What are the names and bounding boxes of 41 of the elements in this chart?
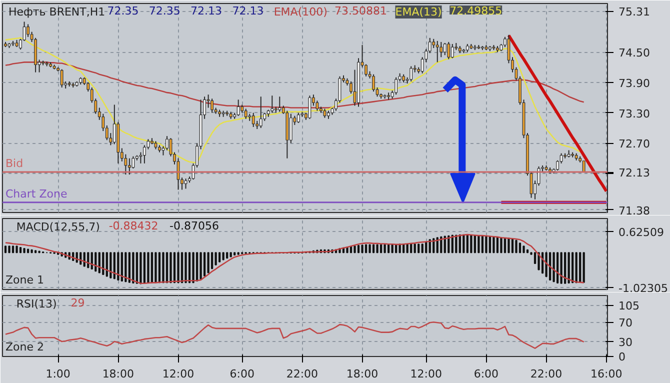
annotation: 73.50881: [334, 4, 388, 18]
y-tick-label: 105: [618, 300, 640, 313]
annotation: -0.87056: [170, 220, 219, 232]
x-tick-label: 22:00: [286, 368, 318, 380]
annotation: 72.35: [107, 4, 139, 18]
y-tick-label: 71.38: [618, 204, 650, 218]
text: Zone 1: [5, 274, 44, 286]
y-tick-label: 75.31: [618, 6, 650, 19]
x-tick-label: 6:00: [474, 368, 499, 380]
x-tick-label: 18:00: [102, 368, 134, 380]
y-tick-label: 72.13: [618, 166, 650, 180]
annotation: 72.35: [148, 4, 180, 18]
y-tick-label: 73.30: [618, 107, 650, 120]
y-tick-label: 72.70: [618, 138, 650, 151]
x-tick-label: 1:00: [46, 368, 70, 380]
x-tick-label: 12:00: [410, 368, 442, 380]
chart-title: Нефть BRENT,H1: [8, 6, 106, 18]
chart-title: MACD(12,55,7): [16, 220, 100, 234]
x-tick-label: 16:00: [590, 368, 622, 380]
chart-title: RSI(13): [16, 298, 57, 310]
text: EMA(100): [274, 6, 328, 18]
x-tick-label: 12:00: [162, 368, 194, 380]
y-tick-label: 73.90: [618, 76, 650, 90]
annotation: 29: [70, 296, 85, 310]
y-tick-label: 74.50: [618, 46, 650, 60]
annotation: 72.13: [232, 4, 264, 18]
y-tick-label: 30: [618, 336, 632, 349]
x-tick-label: 22:00: [530, 368, 562, 380]
ref-line-label: Bid: [5, 157, 24, 170]
y-tick-label: 70: [618, 316, 632, 330]
y-tick-label: 0: [618, 350, 626, 364]
text: Zone 2: [5, 340, 44, 354]
annotation: -0.88432: [108, 220, 158, 232]
x-tick-label: 6:00: [230, 368, 254, 380]
annotation: 72.13: [190, 4, 222, 18]
x-tick-label: 18:00: [346, 368, 378, 380]
annotation: 72.49855: [450, 4, 502, 18]
text: EMA(13): [395, 6, 442, 18]
ref-line-label: Chart Zone: [5, 187, 68, 200]
y-tick-label: -1.02305: [618, 282, 668, 296]
y-tick-label: 0.62509: [618, 226, 664, 239]
